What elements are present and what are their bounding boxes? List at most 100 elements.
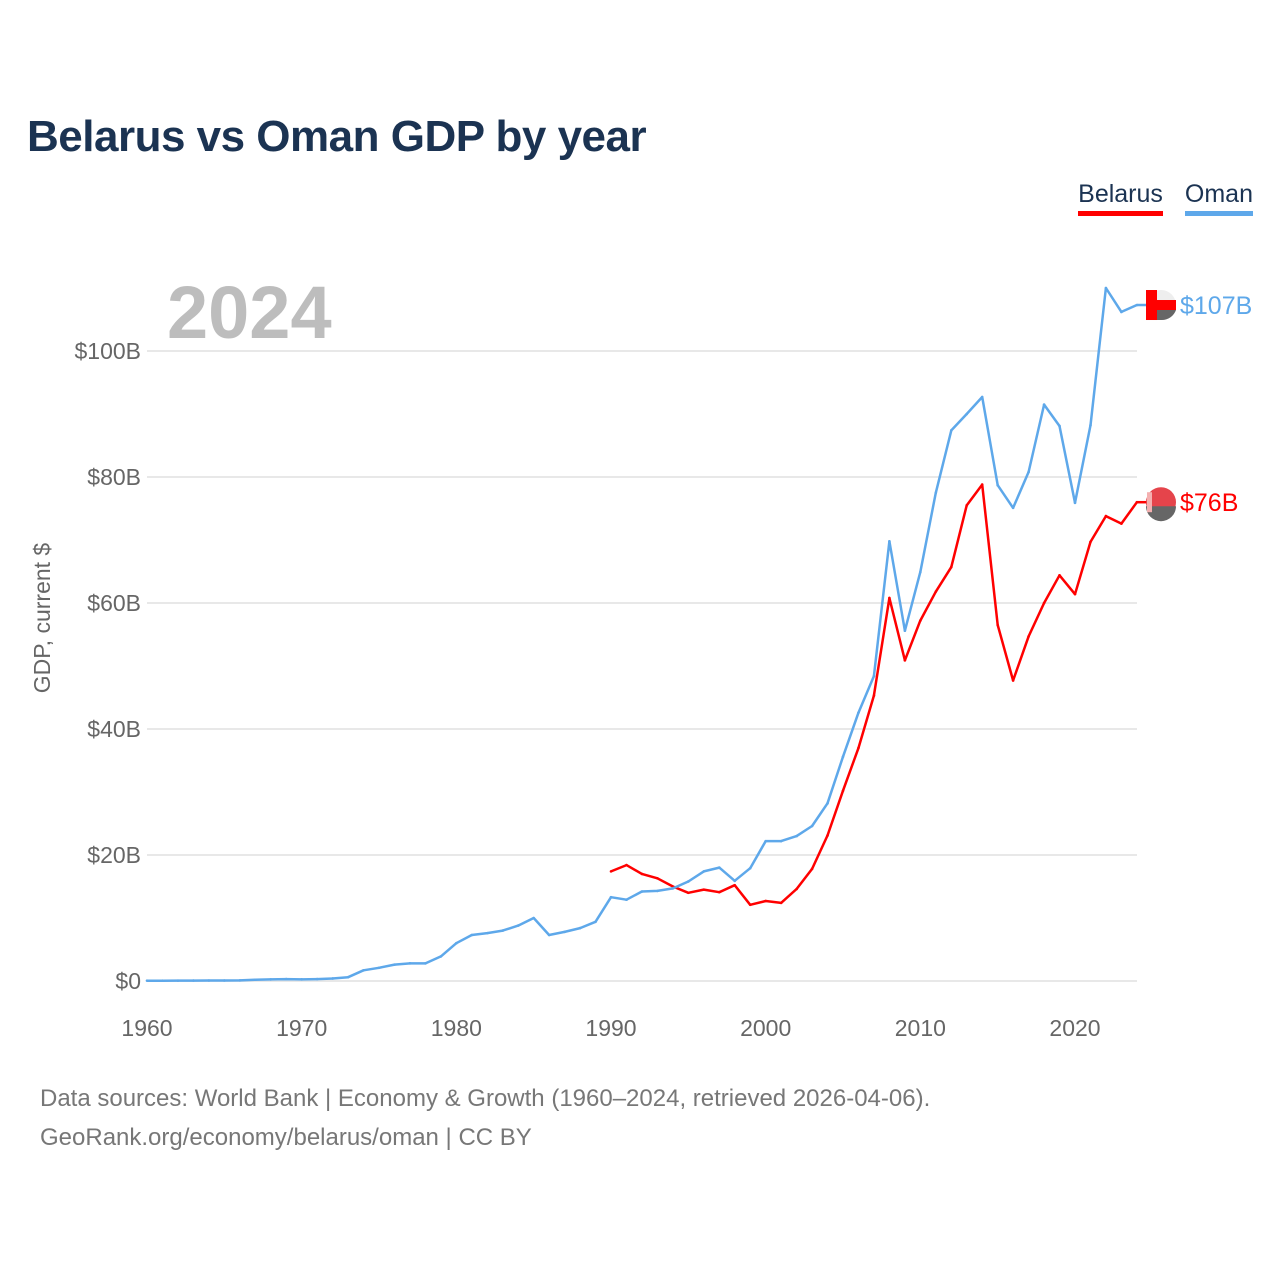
data-point	[656, 889, 659, 893]
data-point	[903, 659, 907, 662]
data-point	[594, 920, 597, 924]
flag-part	[1146, 506, 1176, 522]
footer-sources: Data sources: World Bank | Economy & Gro…	[40, 1085, 931, 1112]
belarus-flag-icon	[1146, 487, 1176, 522]
data-point	[609, 870, 613, 873]
data-point	[888, 596, 891, 600]
flag-part	[1146, 290, 1157, 321]
y-tick-label: $80B	[87, 464, 141, 490]
end-value-label-oman: $107B	[1180, 292, 1252, 320]
data-point	[810, 824, 814, 828]
x-tick-label: 2020	[1049, 1015, 1100, 1041]
data-point	[671, 887, 675, 890]
data-point	[919, 619, 922, 622]
data-point	[903, 629, 907, 633]
series-line-oman	[147, 286, 1138, 982]
data-point	[1089, 540, 1092, 544]
data-point	[393, 963, 396, 966]
legend: Belarus Oman	[1078, 180, 1253, 216]
data-point	[779, 839, 783, 843]
x-tick-label: 2010	[895, 1015, 946, 1041]
data-point	[702, 870, 706, 873]
data-point	[547, 933, 551, 937]
data-point	[826, 802, 829, 805]
data-point	[779, 901, 783, 905]
data-point	[625, 863, 628, 867]
flag-part	[1157, 300, 1176, 311]
data-point	[161, 979, 164, 982]
legend-belarus[interactable]: Belarus	[1078, 180, 1163, 216]
x-tick-label: 1980	[431, 1015, 482, 1041]
data-point	[640, 872, 644, 876]
footer-link[interactable]: GeoRank.org/economy/belarus/oman | CC BY	[40, 1124, 532, 1151]
y-tick-label: $40B	[87, 716, 141, 742]
data-point	[532, 916, 535, 920]
data-point	[980, 483, 984, 486]
data-point	[949, 429, 953, 432]
data-point	[455, 941, 458, 945]
data-point	[1011, 679, 1015, 682]
data-point	[284, 977, 288, 981]
data-point	[717, 866, 721, 869]
data-point	[439, 955, 443, 958]
data-point	[1120, 522, 1123, 525]
data-point	[516, 924, 520, 927]
x-tick-label: 1960	[121, 1015, 172, 1041]
data-point	[733, 879, 737, 883]
data-point	[501, 929, 505, 932]
data-point	[1120, 310, 1123, 314]
data-point	[408, 962, 412, 965]
data-point	[965, 412, 969, 416]
data-point	[656, 877, 659, 880]
data-point	[377, 966, 381, 970]
data-point	[1073, 592, 1077, 596]
data-point	[346, 975, 350, 979]
data-point	[764, 899, 767, 903]
legend-oman[interactable]: Oman	[1184, 180, 1253, 216]
data-point	[223, 979, 226, 982]
data-point	[331, 977, 334, 980]
data-point	[810, 867, 814, 871]
data-point	[996, 483, 999, 487]
data-point	[625, 898, 628, 902]
y-tick-label: $20B	[87, 842, 141, 868]
x-tick-label: 1990	[585, 1015, 636, 1041]
data-point	[315, 977, 319, 981]
data-point	[748, 903, 752, 907]
flag-part	[1157, 310, 1176, 321]
data-point	[949, 565, 953, 569]
data-point	[269, 978, 273, 981]
data-point	[857, 746, 860, 750]
data-point	[748, 866, 752, 870]
data-point	[717, 890, 721, 894]
data-point	[687, 880, 690, 883]
data-point	[424, 962, 427, 965]
data-point	[872, 694, 876, 697]
data-point	[176, 979, 180, 982]
data-point	[1089, 424, 1092, 427]
data-point	[965, 504, 969, 507]
data-point	[795, 834, 798, 838]
data-point	[934, 491, 938, 495]
data-point	[578, 926, 582, 930]
data-point	[253, 978, 257, 982]
data-point	[795, 887, 798, 891]
data-point	[300, 978, 303, 981]
data-point	[1027, 470, 1030, 474]
data-point	[470, 933, 474, 937]
data-point	[1073, 501, 1077, 505]
y-tick-label: $60B	[87, 590, 141, 616]
data-point	[1011, 506, 1015, 510]
data-point	[1058, 573, 1061, 577]
y-tick-label: $0	[115, 968, 141, 994]
data-point	[872, 674, 876, 678]
data-point	[764, 839, 767, 843]
data-point	[841, 789, 845, 793]
data-point	[145, 979, 149, 982]
data-point	[888, 539, 891, 543]
data-point	[238, 979, 242, 982]
data-point	[1027, 635, 1030, 638]
data-point	[1042, 601, 1046, 605]
data-point	[207, 979, 211, 982]
